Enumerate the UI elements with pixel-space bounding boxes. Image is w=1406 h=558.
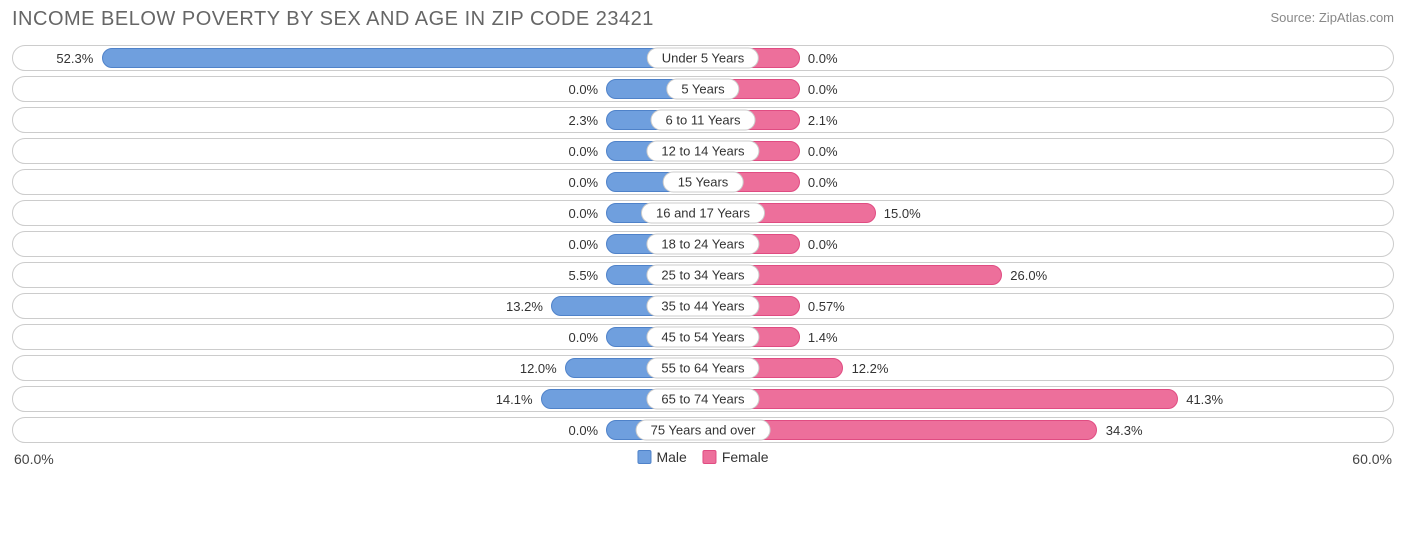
chart-row: 0.0% 1.4% 45 to 54 Years — [12, 324, 1394, 350]
chart-row: 0.0% 0.0% 12 to 14 Years — [12, 138, 1394, 164]
chart-row: 2.3% 2.1% 6 to 11 Years — [12, 107, 1394, 133]
category-label: 5 Years — [666, 79, 739, 100]
female-value-label: 26.0% — [1010, 263, 1047, 287]
category-label: 6 to 11 Years — [651, 110, 756, 131]
male-value-label: 14.1% — [496, 387, 533, 411]
female-value-label: 1.4% — [808, 325, 838, 349]
chart-footer: 60.0% Male Female 60.0% — [12, 449, 1394, 473]
legend-female: Female — [703, 449, 769, 465]
female-value-label: 0.57% — [808, 294, 845, 318]
category-label: 75 Years and over — [636, 420, 771, 441]
female-value-label: 12.2% — [852, 356, 889, 380]
male-value-label: 0.0% — [568, 232, 598, 256]
legend-female-label: Female — [722, 449, 769, 465]
chart-row: 52.3% 0.0% Under 5 Years — [12, 45, 1394, 71]
category-label: Under 5 Years — [647, 48, 759, 69]
female-bar — [703, 389, 1178, 409]
axis-max-right: 60.0% — [1352, 451, 1392, 467]
chart-row: 14.1% 41.3% 65 to 74 Years — [12, 386, 1394, 412]
category-label: 18 to 24 Years — [646, 234, 759, 255]
male-value-label: 0.0% — [568, 77, 598, 101]
female-value-label: 2.1% — [808, 108, 838, 132]
category-label: 25 to 34 Years — [646, 265, 759, 286]
male-value-label: 0.0% — [568, 325, 598, 349]
chart-row: 12.0% 12.2% 55 to 64 Years — [12, 355, 1394, 381]
male-value-label: 0.0% — [568, 418, 598, 442]
male-swatch — [637, 450, 651, 464]
female-value-label: 0.0% — [808, 139, 838, 163]
female-swatch — [703, 450, 717, 464]
male-value-label: 0.0% — [568, 170, 598, 194]
male-value-label: 52.3% — [56, 46, 93, 70]
female-value-label: 34.3% — [1106, 418, 1143, 442]
male-value-label: 0.0% — [568, 139, 598, 163]
chart-row: 0.0% 0.0% 18 to 24 Years — [12, 231, 1394, 257]
female-value-label: 0.0% — [808, 77, 838, 101]
chart-title: INCOME BELOW POVERTY BY SEX AND AGE IN Z… — [12, 8, 654, 31]
category-label: 65 to 74 Years — [646, 389, 759, 410]
chart-row: 13.2% 0.57% 35 to 44 Years — [12, 293, 1394, 319]
category-label: 15 Years — [663, 172, 744, 193]
chart-row: 0.0% 0.0% 15 Years — [12, 169, 1394, 195]
male-bar — [102, 48, 703, 68]
category-label: 35 to 44 Years — [646, 296, 759, 317]
chart-row: 0.0% 0.0% 5 Years — [12, 76, 1394, 102]
chart-header: INCOME BELOW POVERTY BY SEX AND AGE IN Z… — [12, 8, 1394, 31]
male-value-label: 13.2% — [506, 294, 543, 318]
category-label: 12 to 14 Years — [646, 141, 759, 162]
male-value-label: 5.5% — [568, 263, 598, 287]
chart-rows: 52.3% 0.0% Under 5 Years 0.0% 0.0% 5 Years 2.3… — [12, 45, 1394, 443]
male-value-label: 0.0% — [568, 201, 598, 225]
female-value-label: 0.0% — [808, 46, 838, 70]
legend-male: Male — [637, 449, 686, 465]
chart-row: 0.0% 15.0% 16 and 17 Years — [12, 200, 1394, 226]
category-label: 55 to 64 Years — [646, 358, 759, 379]
female-value-label: 0.0% — [808, 232, 838, 256]
female-value-label: 15.0% — [884, 201, 921, 225]
legend-male-label: Male — [656, 449, 686, 465]
male-value-label: 12.0% — [520, 356, 557, 380]
female-value-label: 0.0% — [808, 170, 838, 194]
category-label: 45 to 54 Years — [646, 327, 759, 348]
category-label: 16 and 17 Years — [641, 203, 765, 224]
chart-legend: Male Female — [637, 449, 768, 465]
chart-row: 5.5% 26.0% 25 to 34 Years — [12, 262, 1394, 288]
poverty-chart: INCOME BELOW POVERTY BY SEX AND AGE IN Z… — [0, 0, 1406, 479]
axis-max-left: 60.0% — [14, 451, 54, 467]
chart-source: Source: ZipAtlas.com — [1270, 8, 1394, 25]
male-value-label: 2.3% — [568, 108, 598, 132]
female-value-label: 41.3% — [1186, 387, 1223, 411]
chart-row: 0.0% 34.3% 75 Years and over — [12, 417, 1394, 443]
